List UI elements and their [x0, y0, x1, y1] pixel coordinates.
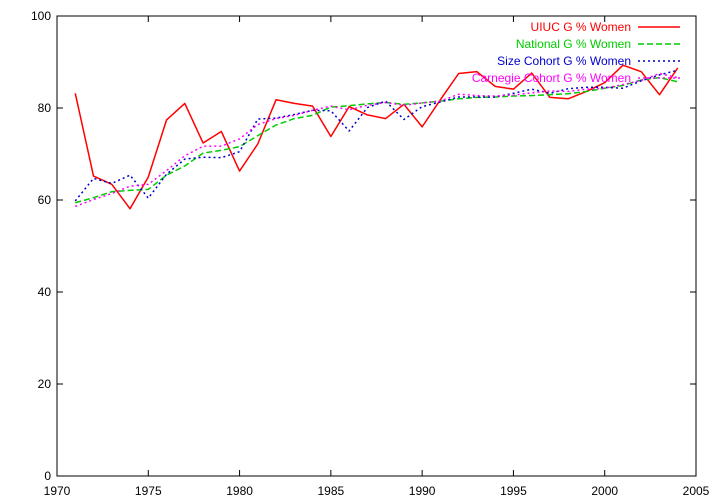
- series-line-4: [74, 72, 678, 208]
- y-tick-label: 80: [38, 101, 52, 115]
- y-axis: 0 20 40 60 80 100: [31, 9, 696, 483]
- series-line-3: [74, 69, 678, 202]
- x-tick-label: 2005: [683, 484, 710, 498]
- legend-label: UIUC G % Women: [531, 20, 631, 34]
- y-tick-label: 60: [38, 193, 52, 207]
- y-tick-label: 40: [38, 285, 52, 299]
- x-tick-label: 2000: [591, 484, 618, 498]
- y-tick-label: 0: [44, 469, 51, 483]
- legend-label: Size Cohort G % Women: [497, 54, 631, 68]
- x-tick-label: 1995: [500, 484, 527, 498]
- plot-frame: [56, 15, 697, 477]
- x-axis: 1970 1975 1980 1985 1990 1995 2000 2005: [44, 16, 710, 498]
- x-tick-label: 1970: [44, 484, 71, 498]
- series-lines: [74, 64, 679, 210]
- y-tick-label: 20: [38, 377, 52, 391]
- legend-label: Carnegie Cohort G % Women: [472, 71, 631, 85]
- series-line-2: [75, 76, 678, 204]
- x-tick-label: 1975: [135, 484, 162, 498]
- legend: UIUC G % Women National G % Women Size Coh…: [472, 20, 680, 85]
- x-tick-label: 1990: [409, 484, 436, 498]
- x-tick-label: 1985: [318, 484, 345, 498]
- series-line-1: [74, 64, 679, 210]
- x-tick-label: 1980: [226, 484, 253, 498]
- y-tick-label: 100: [31, 9, 51, 23]
- legend-label: National G % Women: [516, 37, 631, 51]
